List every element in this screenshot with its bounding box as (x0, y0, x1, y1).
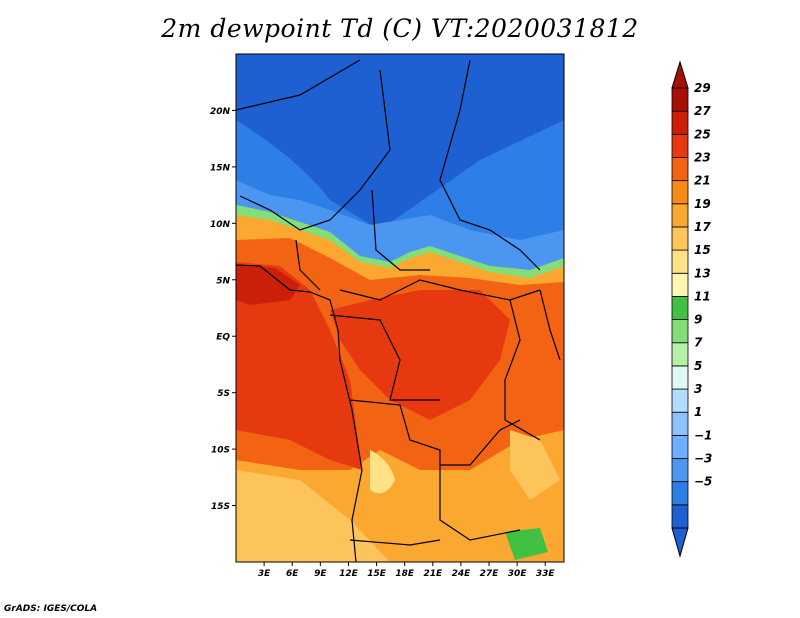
colorbar-label: 15 (694, 243, 711, 257)
field-driest (236, 54, 564, 230)
colorbar-label: −1 (694, 428, 712, 442)
border-chad-sudan (439, 109, 541, 271)
colorbar-label: −5 (694, 475, 712, 489)
border-benin (295, 239, 321, 291)
colorbar: 29 27 25 23 21 19 17 15 13 11 9 7 5 3 1 −1 −3 −5 (671, 60, 712, 558)
colorbar-bin (671, 272, 689, 297)
lat-tick-label: 5S (217, 389, 230, 399)
colorbar-label: 29 (694, 81, 711, 95)
colorbar-bin (671, 296, 689, 320)
colorbar-bin (671, 180, 689, 205)
credit-text: GrADS: IGES/COLA (4, 604, 98, 614)
border-libya (459, 59, 471, 111)
border-namibia (349, 539, 441, 546)
colorbar-bin (671, 319, 689, 344)
border-lakes (504, 299, 541, 441)
colorbar-bin (671, 342, 689, 367)
lon-tick-label: 18E (395, 569, 415, 579)
border-car (339, 279, 541, 301)
border-congo (329, 314, 440, 401)
colorbar-label: 21 (694, 174, 711, 188)
colorbar-top-arrow (671, 60, 689, 89)
colorbar-bin (671, 458, 689, 483)
colorbar-label: 5 (694, 359, 702, 373)
colorbar-bin (671, 110, 689, 135)
field-bight (236, 264, 300, 305)
border-niger (239, 69, 391, 231)
lon-tick-label: 9E (314, 569, 327, 579)
plot-title: 2m dewpoint Td (C) VT:2020031812 (161, 14, 639, 43)
colorbar-bin (671, 249, 689, 274)
colorbar-bin (671, 157, 689, 182)
colorbar-label: 19 (694, 197, 711, 211)
lon-tick-label: 3E (258, 569, 271, 579)
lat-tick-label: 20N (210, 107, 231, 117)
field-south-atlantic (236, 470, 390, 562)
border-chad (371, 189, 430, 271)
country-borders (236, 59, 561, 562)
lon-tick-label: 30E (508, 569, 528, 579)
colorbar-bins (671, 87, 689, 529)
colorbar-bin (671, 365, 689, 390)
field-zambia-moist (505, 528, 548, 560)
colorbar-bin (671, 87, 689, 112)
lon-tick-label: 6E (286, 569, 299, 579)
lat-tick-label: 15S (211, 502, 230, 512)
border-algeria (236, 59, 361, 111)
colorbar-label: 11 (694, 289, 711, 303)
colorbar-bin (671, 481, 689, 506)
colorbar-label: 7 (694, 336, 703, 350)
colorbar-label: 23 (694, 150, 711, 164)
colorbar-label: 13 (694, 266, 711, 280)
colorbar-bin (671, 434, 689, 459)
lat-tick-label: 5N (216, 276, 230, 286)
lon-tick-label: 27E (480, 569, 500, 579)
coastline-atlantic (236, 264, 363, 562)
lon-tick-label: 12E (339, 569, 359, 579)
colorbar-bin (671, 504, 689, 529)
colorbar-label: 17 (694, 220, 711, 234)
colorbar-bin (671, 226, 689, 251)
colorbar-label: −3 (694, 452, 712, 466)
border-uganda (539, 289, 561, 361)
lat-tick-label: 10S (211, 446, 230, 456)
lon-tick-label: 24E (452, 569, 472, 579)
field-gulf-guinea (236, 262, 362, 470)
dewpoint-field (236, 54, 564, 562)
colorbar-bin (671, 133, 689, 158)
colorbar-bottom-arrow (671, 527, 689, 558)
lat-tick-label: 10N (210, 220, 231, 230)
colorbar-label: 1 (694, 405, 702, 419)
border-angola (349, 399, 521, 541)
field-plateau-dry (370, 450, 395, 494)
field-congo-core (330, 290, 510, 420)
border-zambia (440, 419, 521, 466)
lat-tick-label: EQ (216, 333, 230, 343)
colorbar-label: 27 (694, 104, 711, 118)
dewpoint-map: 20N 15N 10N 5N EQ 5S 10S 15S 3E 6E 9E 12E 15E 18E 21E… (210, 53, 565, 579)
colorbar-label: 25 (694, 127, 711, 141)
lat-tick-label: 15N (210, 163, 231, 173)
lon-tick-label: 21E (423, 569, 443, 579)
colorbar-labels: 29 27 25 23 21 19 17 15 13 11 9 7 5 3 1 −1 −3 −5 (694, 81, 712, 489)
colorbar-label: 9 (694, 313, 702, 327)
latitude-axis: 20N 15N 10N 5N EQ 5S 10S 15S (210, 107, 236, 512)
longitude-axis: 3E 6E 9E 12E 15E 18E 21E 24E 27E 30E 33E (258, 562, 556, 579)
colorbar-bin (671, 411, 689, 436)
map-frame (235, 53, 565, 563)
colorbar-label: 3 (694, 382, 702, 396)
lon-tick-label: 33E (536, 569, 556, 579)
colorbar-bin (671, 388, 689, 413)
colorbar-bin (671, 203, 689, 228)
field-east-highlands (510, 430, 560, 500)
lon-tick-label: 15E (367, 569, 387, 579)
